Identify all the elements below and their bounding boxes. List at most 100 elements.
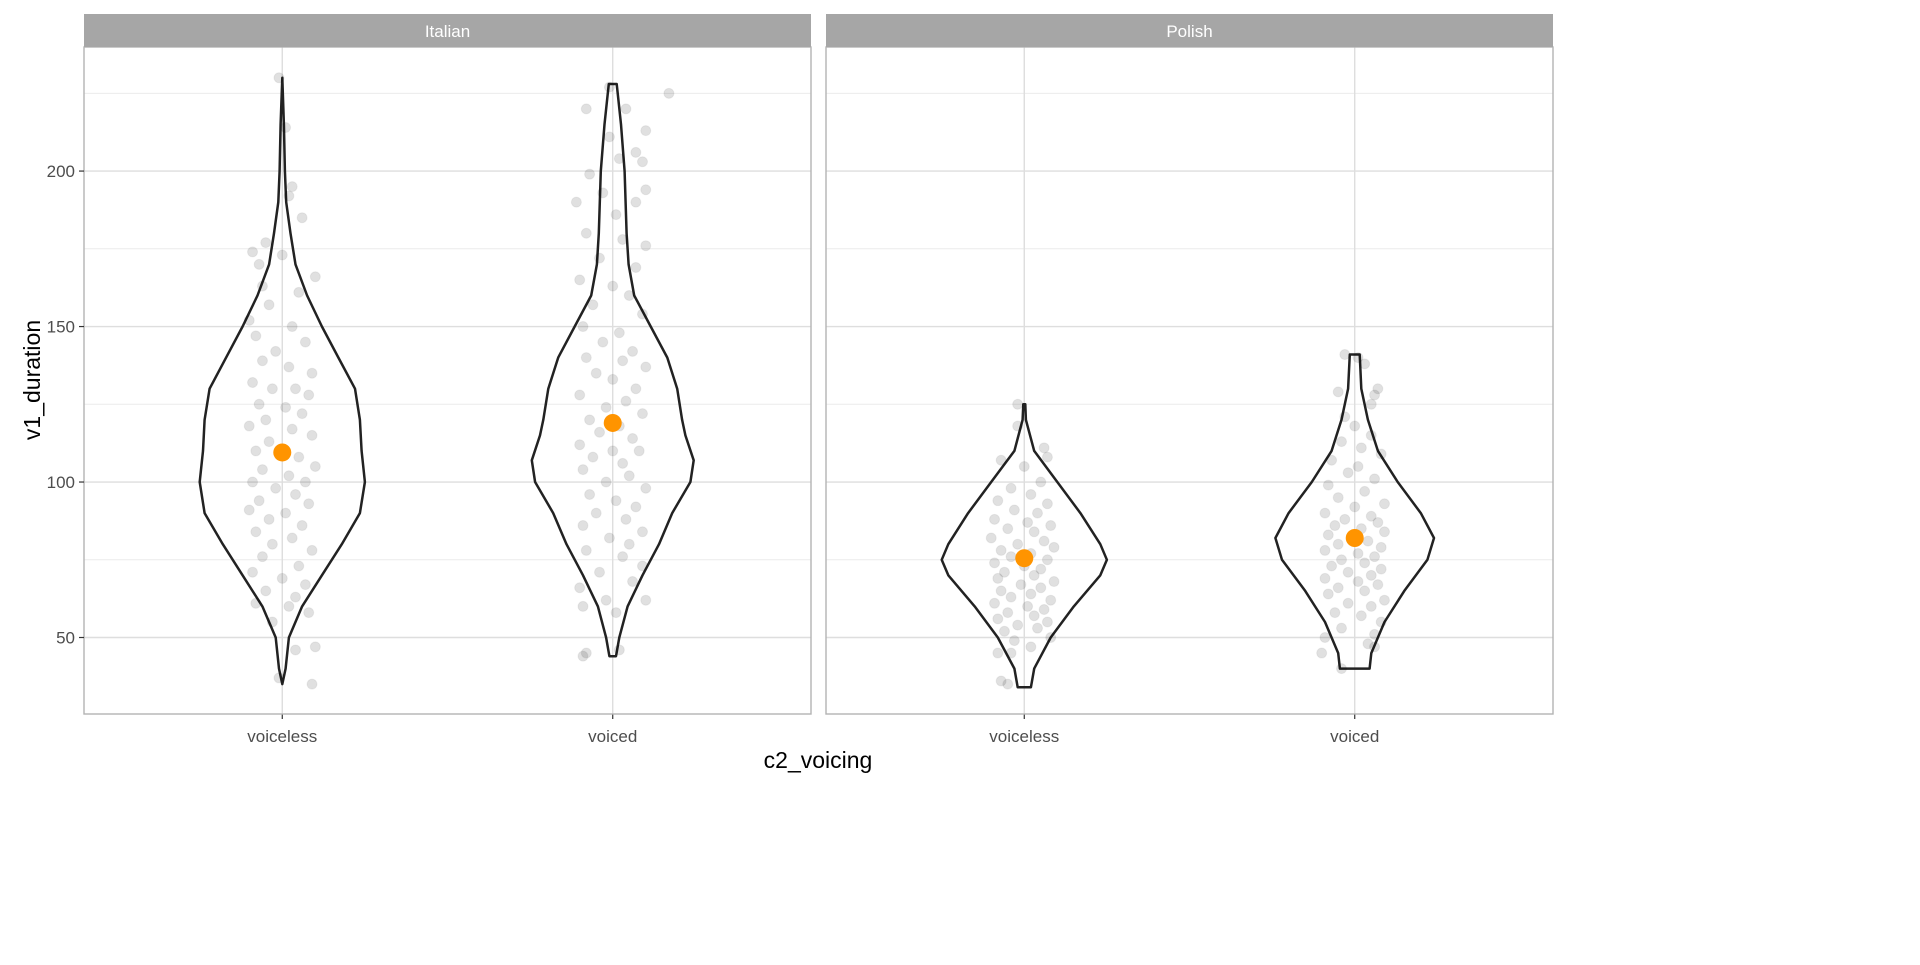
data-point	[574, 439, 586, 451]
y-tick-label: 50	[56, 629, 75, 648]
data-point	[1008, 504, 1020, 516]
data-point	[1329, 520, 1341, 532]
data-point	[1031, 507, 1043, 519]
panel-background	[84, 47, 811, 714]
data-point	[1005, 482, 1017, 494]
data-point	[260, 414, 272, 426]
violin-group-voiced	[530, 81, 695, 662]
data-point	[1349, 501, 1361, 513]
data-point	[640, 240, 652, 252]
data-point	[992, 613, 1004, 625]
data-point	[1342, 597, 1354, 609]
data-point	[577, 464, 589, 476]
data-point	[1022, 600, 1034, 612]
data-point	[1316, 647, 1328, 659]
data-point	[640, 125, 652, 137]
data-point	[607, 373, 619, 385]
data-point	[1375, 541, 1387, 553]
data-point	[1342, 566, 1354, 578]
data-point	[640, 482, 652, 494]
data-point	[570, 196, 582, 208]
data-point	[247, 377, 259, 389]
data-point	[247, 566, 259, 578]
facet-strip	[84, 14, 811, 47]
data-point	[574, 582, 586, 594]
data-point	[1028, 526, 1040, 538]
data-point	[610, 607, 622, 619]
data-point	[1369, 628, 1381, 640]
data-point	[1025, 488, 1037, 500]
data-point	[1362, 535, 1374, 547]
data-point	[630, 196, 642, 208]
data-point	[1005, 591, 1017, 603]
data-point	[1031, 622, 1043, 634]
data-point	[243, 420, 255, 432]
y-tick-label: 100	[47, 473, 75, 492]
data-point	[1375, 563, 1387, 575]
data-point	[636, 560, 648, 572]
data-point	[1369, 473, 1381, 485]
data-point	[280, 401, 292, 413]
data-point	[1322, 588, 1334, 600]
data-point	[1045, 632, 1057, 644]
data-point	[633, 445, 645, 457]
data-point	[985, 532, 997, 544]
data-point	[270, 482, 282, 494]
x-tick-label: voiced	[1330, 727, 1379, 746]
data-point	[992, 572, 1004, 584]
data-point	[303, 498, 315, 510]
violin-shape	[198, 76, 367, 686]
data-point	[266, 538, 278, 550]
data-point	[1355, 610, 1367, 622]
data-point	[286, 181, 298, 193]
data-point	[1349, 420, 1361, 432]
data-point	[283, 600, 295, 612]
data-point	[247, 476, 259, 488]
x-axis-title: c2_voicing	[764, 747, 873, 773]
data-point	[256, 464, 268, 476]
data-point	[584, 488, 596, 500]
data-point	[1375, 616, 1387, 628]
data-point	[1372, 579, 1384, 591]
data-point	[1041, 554, 1053, 566]
data-point	[1369, 551, 1381, 563]
data-point	[1041, 498, 1053, 510]
data-point	[253, 398, 265, 410]
data-point	[1319, 507, 1331, 519]
data-point	[309, 271, 321, 283]
data-point	[289, 644, 301, 656]
data-point	[1025, 641, 1037, 653]
data-point	[243, 314, 255, 326]
data-point	[623, 289, 635, 301]
mean-point	[273, 443, 292, 462]
x-tick-label: voiceless	[989, 727, 1059, 746]
data-point	[580, 103, 592, 115]
data-point	[309, 460, 321, 472]
data-point	[587, 299, 599, 311]
data-point	[253, 258, 265, 270]
data-point	[276, 572, 288, 584]
data-point	[613, 644, 625, 656]
data-point	[273, 72, 285, 84]
data-point	[289, 488, 301, 500]
mean-point	[603, 413, 622, 432]
data-point	[266, 383, 278, 395]
data-point	[995, 454, 1007, 466]
violin-group-voiceless	[198, 72, 367, 690]
data-point	[617, 457, 629, 469]
data-point	[1002, 523, 1014, 535]
data-point	[623, 538, 635, 550]
data-point	[610, 495, 622, 507]
data-point	[289, 591, 301, 603]
data-point	[1339, 513, 1351, 525]
data-point	[309, 641, 321, 653]
data-point	[299, 476, 311, 488]
data-point	[584, 414, 596, 426]
data-point	[630, 146, 642, 158]
data-point	[283, 190, 295, 202]
facet-strip	[826, 14, 1553, 47]
data-point	[995, 544, 1007, 556]
data-point	[1378, 526, 1390, 538]
data-point	[992, 647, 1004, 659]
